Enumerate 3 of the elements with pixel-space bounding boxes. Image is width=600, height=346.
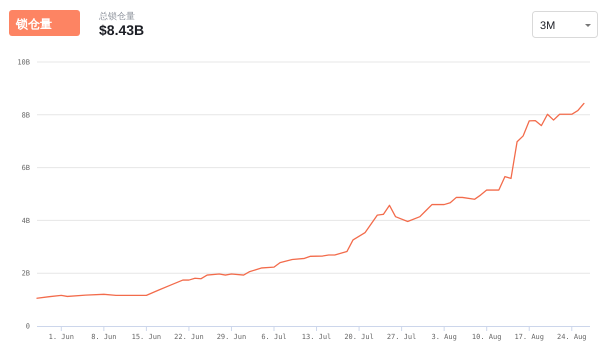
chart-title: 总锁仓量 [98, 11, 135, 22]
chart-subtitle: $8.43B [99, 22, 144, 38]
header: 锁仓量 总锁仓量 $8.43B 3M [9, 10, 598, 38]
